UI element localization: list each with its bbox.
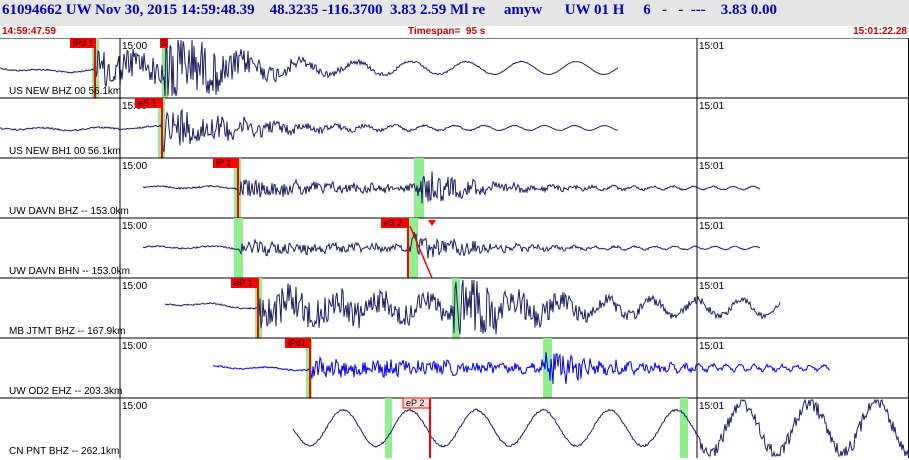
channel-panel[interactable]: 15:00 15:01 iPd 1 S US NEW BHZ 00 56.1km xyxy=(0,38,909,98)
channel-label: UW OD2 EHZ -- 203.3km xyxy=(9,386,122,397)
channel-label: US NEW BH1 00 56.1km xyxy=(9,146,121,157)
minute-tick-label: 15:01 xyxy=(699,341,724,352)
pick-window xyxy=(452,278,460,338)
minute-tick-label: 15:00 xyxy=(122,281,147,292)
pick-label-box[interactable] xyxy=(160,38,168,48)
pick-label-box[interactable] xyxy=(381,218,408,228)
minute-tick-label: 15:00 xyxy=(122,161,147,172)
event-header-bar: 61094662 UW Nov 30, 2015 14:59:48.39 48.… xyxy=(0,0,909,26)
pick-window xyxy=(409,218,418,278)
pick-triangle-marker xyxy=(428,220,436,226)
channel-label: CN PNT BHZ -- 262.1km xyxy=(9,446,119,457)
waveform-trace xyxy=(0,108,619,152)
minute-tick-label: 15:00 xyxy=(122,221,147,232)
channel-panel[interactable]: 15:00 15:01 iP 1 UW DAVN BHZ -- 153.0km xyxy=(0,157,909,218)
minute-tick-label: 15:00 xyxy=(122,41,147,52)
pick-label-box[interactable] xyxy=(213,158,238,168)
minute-tick-label: 15:01 xyxy=(699,101,724,112)
waveform-trace xyxy=(0,39,619,97)
pick-label: S xyxy=(161,38,167,48)
waveform-trace xyxy=(142,231,761,259)
event-summary-title: 61094662 UW Nov 30, 2015 14:59:48.39 48.… xyxy=(2,2,777,18)
pick-label: eP 2 xyxy=(406,398,424,408)
channel-panel[interactable]: 15:00 15:01 eS 1 US NEW BH1 00 56.1km xyxy=(0,97,909,158)
waveform-trace xyxy=(212,352,831,385)
pick-window xyxy=(234,218,243,278)
pick-slash-line xyxy=(409,225,433,279)
timespan-label: Timespan= 95 s xyxy=(408,26,486,37)
pick-label: iP 1 xyxy=(216,158,231,168)
channel-panel[interactable]: 15:00 15:01 eS 2 UW DAVN BHN -- 153.0km xyxy=(0,217,909,279)
channel-panel[interactable]: 15:00 15:01 eP 1 MB JTMT BHZ -- 167.9km xyxy=(0,277,909,338)
minute-tick-label: 15:00 xyxy=(122,341,147,352)
pick-label: eS 1 xyxy=(138,98,157,108)
channel-label: UW DAVN BHN -- 153.0km xyxy=(9,266,130,277)
channel-panel[interactable]: 15:00 15:01 eP 2 CN PNT BHZ -- 262.1km xyxy=(0,397,909,458)
start-time-label: 14:59:47.59 xyxy=(2,26,56,37)
pick-window xyxy=(385,398,392,458)
pick-label: iPd1 xyxy=(288,338,306,348)
minute-tick-label: 15:01 xyxy=(699,221,724,232)
pick-label-box[interactable] xyxy=(285,338,310,348)
pick-label: eS 2 xyxy=(384,218,403,228)
channel-panel[interactable]: 15:00 15:01 iPd1 UW OD2 EHZ -- 203.3km xyxy=(0,337,909,398)
pick-label: eP 1 xyxy=(234,278,252,288)
channel-label: UW DAVN BHZ -- 153.0km xyxy=(9,206,129,217)
waveform-trace xyxy=(142,171,761,204)
end-time-label: 15:01:22.28 xyxy=(853,26,907,37)
pick-label-box[interactable] xyxy=(231,278,258,288)
pick-window xyxy=(680,398,688,458)
pick-label: iPd 1 xyxy=(73,38,94,48)
minute-tick-label: 15:00 xyxy=(122,401,147,412)
waveform-trace xyxy=(164,279,781,335)
minute-tick-label: 15:01 xyxy=(699,401,724,412)
waveform-trace xyxy=(292,398,909,457)
minute-tick-label: 15:01 xyxy=(699,161,724,172)
minute-tick-label: 15:00 xyxy=(122,101,147,112)
pick-label-box[interactable] xyxy=(70,38,95,48)
seismogram-panels[interactable]: 15:00 15:01 iPd 1 S US NEW BHZ 00 56.1km 15:0… xyxy=(0,38,909,460)
minute-tick-label: 15:01 xyxy=(699,281,724,292)
pick-label-box[interactable] xyxy=(135,98,162,108)
channel-label: US NEW BHZ 00 56.1km xyxy=(9,86,121,97)
channel-label: MB JTMT BHZ -- 167.9km xyxy=(9,326,126,337)
minute-tick-label: 15:01 xyxy=(699,41,724,52)
